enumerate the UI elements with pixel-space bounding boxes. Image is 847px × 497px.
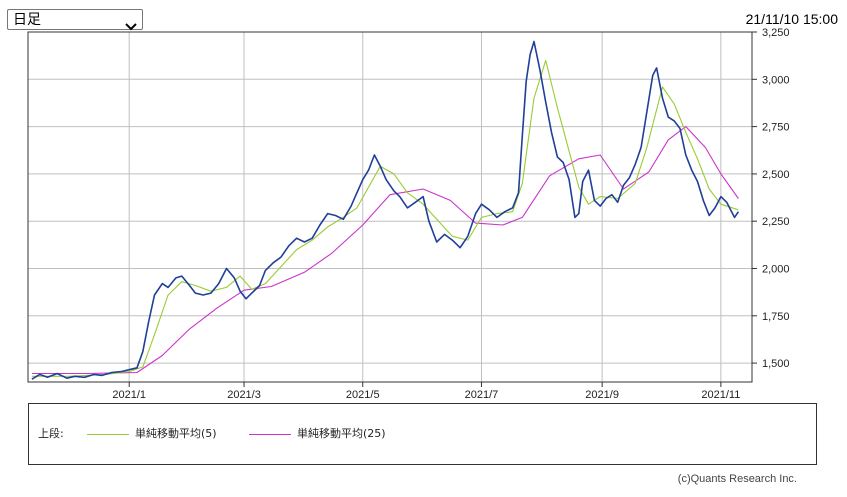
y-tick-label: 3,250 bbox=[762, 27, 790, 39]
price-chart: 1,500 1,750 2,000 2,250 2,500 2,750 3,000 3,250… bbox=[27, 27, 790, 400]
legend-box: 上段: 単純移動平均(5) 単純移動平均(25) bbox=[28, 403, 817, 465]
x-tick-label: 2021/11 bbox=[701, 389, 740, 400]
timestamp: 21/11/10 15:00 bbox=[745, 11, 838, 27]
chevron-down-icon bbox=[125, 16, 137, 35]
legend-label-sma5: 単純移動平均(5) bbox=[135, 427, 217, 440]
y-tick-label: 1,500 bbox=[762, 358, 790, 370]
y-tick-label: 2,250 bbox=[762, 216, 790, 228]
legend-item-sma25: 単純移動平均(25) bbox=[249, 425, 386, 441]
legend-swatch-sma25 bbox=[249, 433, 291, 435]
series-line-price bbox=[31, 40, 740, 380]
copyright: (c)Quants Research Inc. bbox=[677, 473, 797, 485]
legend-prefix: 上段: bbox=[38, 427, 64, 440]
period-select-value: 日足 bbox=[13, 12, 41, 28]
plot-frame bbox=[27, 31, 753, 383]
y-tick-label: 2,500 bbox=[762, 169, 790, 181]
x-tick-label: 2021/9 bbox=[585, 389, 619, 400]
legend-swatch-sma5 bbox=[87, 433, 129, 435]
y-tick-label: 2,000 bbox=[762, 263, 790, 275]
legend-label-sma25: 単純移動平均(25) bbox=[297, 427, 386, 440]
y-tick-label: 3,000 bbox=[762, 74, 790, 86]
legend-item-sma5: 単純移動平均(5) bbox=[87, 425, 217, 441]
y-tick-label: 1,750 bbox=[762, 311, 790, 323]
series-line-sma5 bbox=[31, 59, 739, 377]
x-tick-label: 2021/1 bbox=[112, 389, 146, 400]
x-tick-label: 2021/5 bbox=[346, 389, 380, 400]
series-line-sma25 bbox=[31, 126, 739, 375]
period-select[interactable]: 日足 bbox=[7, 9, 143, 31]
plot-area bbox=[28, 32, 752, 382]
x-tick-label: 2021/7 bbox=[465, 389, 499, 400]
y-tick-label: 2,750 bbox=[762, 122, 790, 134]
x-tick-label: 2021/3 bbox=[227, 389, 261, 400]
